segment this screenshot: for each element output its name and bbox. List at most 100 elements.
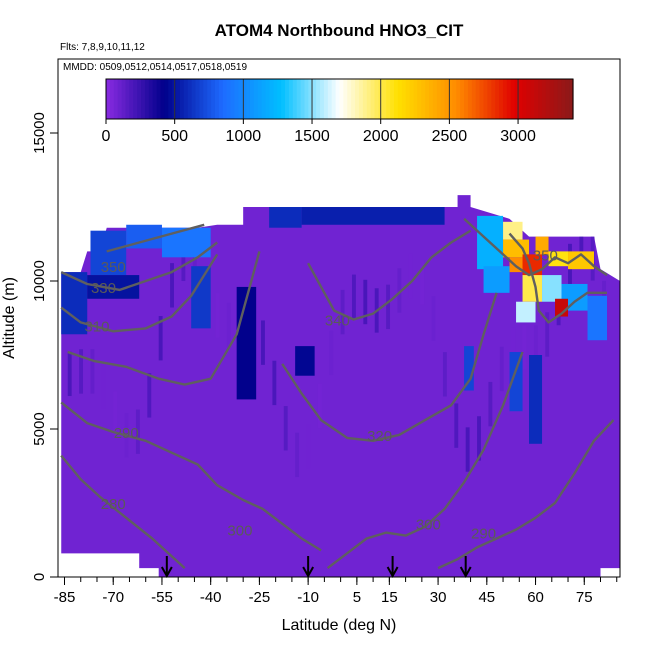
heatmap-streak — [135, 409, 140, 454]
flights-label: Flts: 7,8,9,10,11,12 — [60, 42, 145, 53]
heatmap-streak — [67, 351, 72, 397]
colorbar-cell — [545, 79, 551, 119]
heatmap-layer — [61, 195, 620, 577]
colorbar-cell — [191, 79, 197, 119]
x-tick-label: 15 — [381, 589, 398, 606]
colorbar-cell — [510, 79, 516, 119]
colorbar-cell — [386, 79, 391, 119]
heatmap-streak — [499, 346, 504, 392]
colorbar-cell — [148, 79, 154, 119]
colorbar-cell — [144, 79, 150, 119]
heatmap-streak — [477, 416, 481, 461]
heatmap-cell — [90, 230, 127, 276]
colorbar-cell — [370, 79, 376, 119]
y-tick-label: 0 — [31, 573, 48, 581]
contour-label: 320 — [367, 428, 392, 445]
heatmap-streak — [363, 279, 368, 325]
heatmap-streak — [465, 427, 470, 472]
colorbar-cell — [292, 79, 298, 119]
y-tick-label: 15000 — [31, 112, 48, 154]
colorbar-cell — [464, 79, 469, 119]
contour-layer — [60, 217, 615, 570]
colorbar-tick-label: 0 — [102, 128, 111, 145]
y-tick-label: 10000 — [31, 260, 48, 302]
colorbar-cell — [257, 79, 263, 119]
contour-label: 350 — [101, 259, 126, 276]
colorbar-cell — [343, 79, 348, 119]
colorbar-cell — [320, 79, 325, 119]
heatmap-streak — [488, 381, 493, 427]
colorbar-cell — [277, 79, 282, 119]
plot-frame — [57, 58, 621, 578]
colorbar-cell — [413, 79, 418, 119]
contour-line-350 — [463, 217, 608, 277]
colorbar-cell — [230, 79, 236, 119]
colorbar-cell — [125, 79, 130, 119]
y-tick-label: 5000 — [31, 412, 48, 445]
colorbar-cell — [238, 79, 243, 119]
colorbar-cell — [452, 79, 457, 119]
colorbar-cell — [176, 79, 181, 119]
colorbar-cell — [393, 79, 399, 119]
colorbar-cell — [491, 79, 496, 119]
heatmap-streak — [295, 432, 300, 478]
x-tick-label: -55 — [151, 589, 173, 606]
colorbar-cell — [487, 79, 492, 119]
colorbar-cell — [117, 79, 123, 119]
colorbar-tick-label: 2000 — [363, 128, 399, 145]
heatmap-streak — [181, 236, 186, 282]
y-axis-label: Altitude (m) — [1, 277, 18, 359]
heatmap-cell — [269, 207, 302, 228]
colorbar-cell — [530, 79, 535, 119]
colorbar-cell — [355, 79, 360, 119]
colorbar-frame — [105, 78, 574, 120]
colorbar-cell — [253, 79, 259, 119]
contour-label: 290 — [114, 425, 139, 442]
colorbar-tick-label: 500 — [161, 128, 188, 145]
heatmap-cell — [503, 221, 523, 240]
heatmap-streak — [408, 253, 413, 299]
colorbar-cell — [187, 79, 193, 119]
colorbar-cell — [300, 79, 306, 119]
colorbar-cell — [417, 79, 422, 119]
x-tick-label: -10 — [297, 589, 319, 606]
colorbar-cell — [207, 79, 212, 119]
x-tick-label: 45 — [478, 589, 495, 606]
x-tick-label: 5 — [353, 589, 361, 606]
heatmap-streak — [90, 349, 95, 394]
colorbar-cell — [222, 79, 228, 119]
heatmap-cell — [295, 346, 315, 376]
profile-arrow-head — [160, 566, 173, 579]
colorbar-cell — [549, 79, 555, 119]
colorbar-cell — [296, 79, 302, 119]
x-tick-label: 30 — [430, 589, 447, 606]
heatmap-cell — [529, 355, 543, 444]
heatmap-cell — [535, 236, 549, 255]
heatmap-streak — [147, 373, 152, 418]
colorbar-cell — [339, 79, 344, 119]
colorbar-cell — [214, 79, 220, 119]
colorbar: 0 500 1000 1500 2000 2500 3000 — [102, 78, 574, 145]
heatmap-streak — [192, 242, 197, 287]
heatmap-streak — [533, 325, 538, 370]
colorbar-cell — [152, 79, 158, 119]
colorbar-cell — [226, 79, 232, 119]
heatmap-streak — [329, 330, 334, 376]
colorbar-cell — [164, 79, 169, 119]
colorbar-tick-label: 3000 — [500, 128, 536, 145]
colorbar-cell — [113, 79, 119, 119]
profile-arrow-layer — [160, 556, 472, 579]
colorbar-cell — [285, 79, 290, 119]
colorbar-cell — [483, 79, 488, 119]
colorbar-cell — [425, 79, 430, 119]
heatmap-streak — [545, 312, 550, 357]
colorbar-cell — [541, 79, 547, 119]
colorbar-cell — [502, 79, 508, 119]
colorbar-cell — [471, 79, 477, 119]
colorbar-cell — [211, 79, 216, 119]
colorbar-cell — [133, 79, 138, 119]
colorbar-cell — [137, 79, 142, 119]
colorbar-cell — [526, 79, 531, 119]
heatmap-streak — [272, 360, 277, 406]
colorbar-cell — [218, 79, 224, 119]
